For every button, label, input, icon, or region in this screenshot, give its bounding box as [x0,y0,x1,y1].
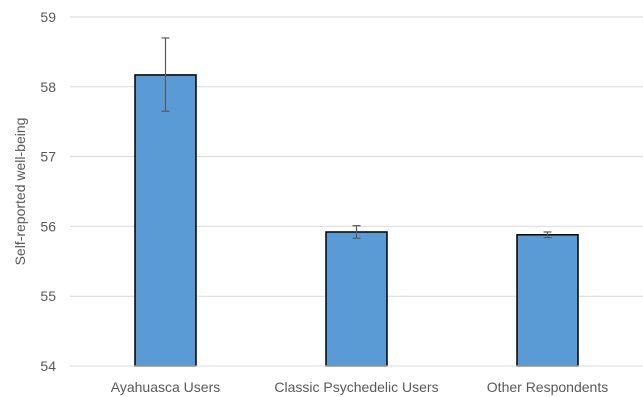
y-tick-label: 55 [40,288,56,304]
y-tick-label: 54 [40,358,56,374]
x-category-label: Classic Psychedelic Users [274,379,438,395]
bar [325,231,388,367]
bar [516,234,579,367]
y-tick-label: 56 [40,218,56,234]
y-axis-ticks: 54 55 56 57 58 59 [40,9,56,374]
error-bars [161,37,552,239]
x-category-label: Other Respondents [487,379,608,395]
y-tick-label: 57 [40,149,56,165]
bars [134,74,579,367]
y-tick-label: 58 [40,79,56,95]
x-category-label: Ayahuasca Users [111,379,220,395]
bar [134,74,197,367]
x-axis-categories: Ayahuasca Users Classic Psychedelic Users… [111,379,608,395]
y-axis-title: Self-reported well-being [12,118,28,266]
y-tick-label: 59 [40,9,56,25]
